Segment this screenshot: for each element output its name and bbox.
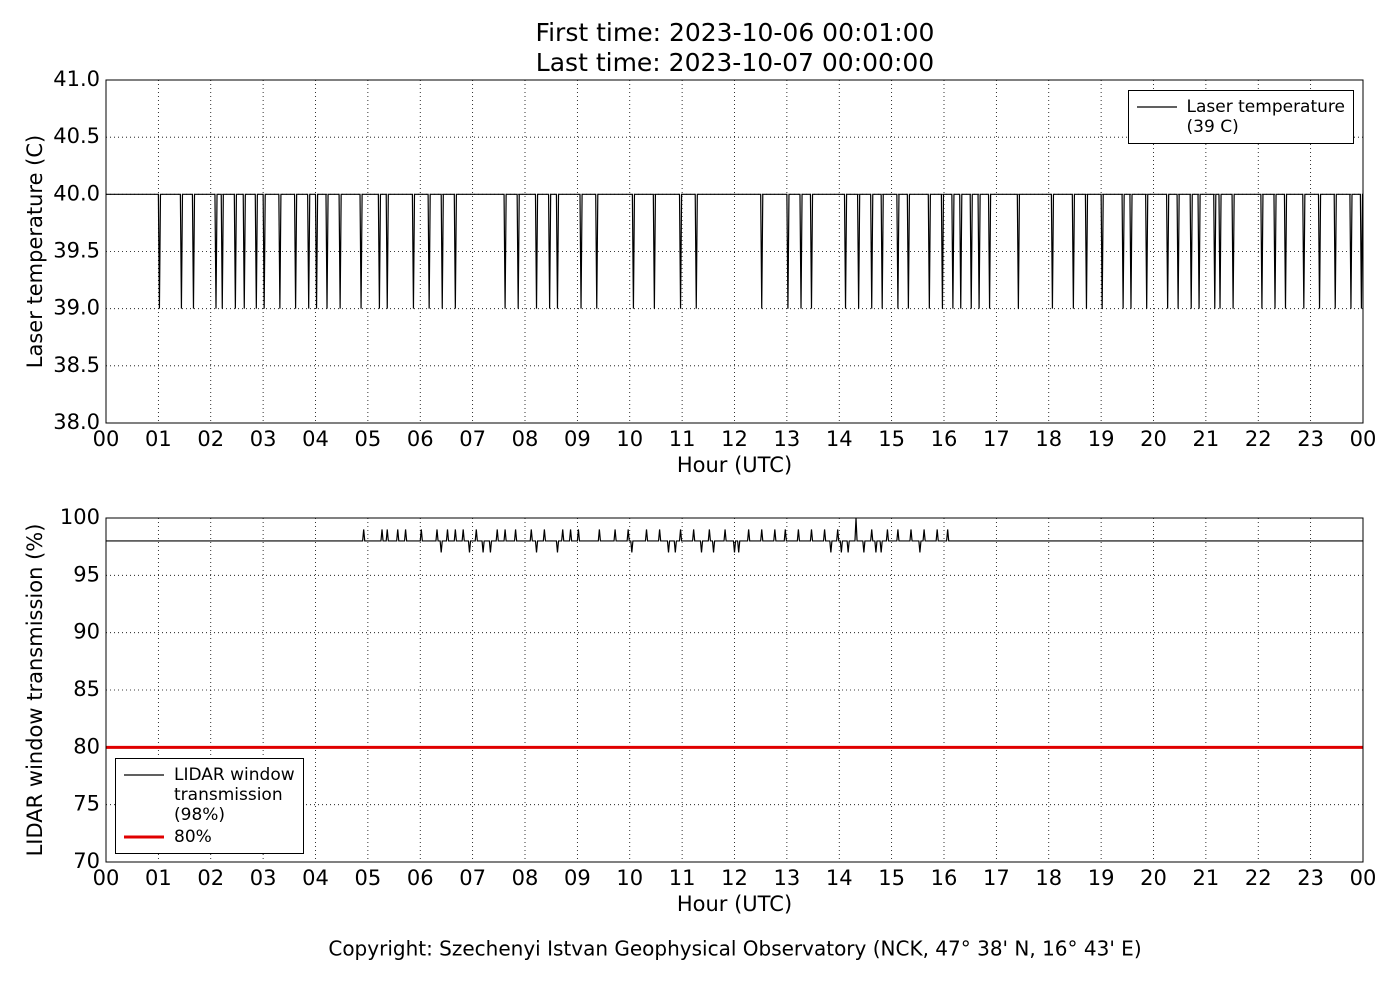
y-tick-label: 80 (73, 734, 100, 758)
x-tick-label: 17 (983, 427, 1010, 451)
legend-entry: LIDAR window transmission (98%) (124, 765, 295, 825)
x-tick-label: 17 (983, 866, 1010, 890)
x-tick-label: 15 (878, 427, 905, 451)
legend-swatch (124, 835, 164, 839)
y-tick-label: 100 (60, 505, 100, 529)
x-tick-label: 00 (93, 427, 120, 451)
y-tick-label: 40.0 (53, 181, 100, 205)
x-tick-label: 05 (355, 866, 382, 890)
legend-swatch (1136, 106, 1177, 108)
x-tick-label: 01 (145, 427, 172, 451)
y-tick-label: 40.5 (53, 124, 100, 148)
x-tick-label: 19 (1088, 427, 1115, 451)
series-line (106, 517, 1363, 553)
x-tick-label: 04 (302, 427, 329, 451)
footer: Copyright: Szechenyi Istvan Geophysical … (328, 937, 1141, 961)
x-tick-label: 05 (355, 427, 382, 451)
y-tick-label: 41.0 (53, 67, 100, 91)
x-tick-label: 13 (774, 427, 801, 451)
x-axis-label: Hour (UTC) (677, 892, 792, 916)
y-axis-label: LIDAR window transmission (%) (23, 524, 47, 857)
x-tick-label: 22 (1245, 866, 1272, 890)
y-axis-label: Laser temperature (C) (23, 135, 47, 368)
x-tick-label: 14 (826, 866, 853, 890)
legend-entry: Laser temperature (39 C) (1136, 97, 1345, 137)
x-tick-label: 00 (1350, 427, 1377, 451)
x-tick-label: 16 (931, 427, 958, 451)
y-tick-label: 75 (73, 792, 100, 816)
y-tick-label: 90 (73, 620, 100, 644)
y-tick-label: 38.5 (53, 353, 100, 377)
legend-label: 80% (174, 827, 212, 847)
plot-frame (105, 517, 1364, 863)
x-tick-label: 15 (878, 866, 905, 890)
x-tick-label: 14 (826, 427, 853, 451)
x-tick-label: 23 (1297, 866, 1324, 890)
legend-swatch (124, 774, 164, 776)
x-tick-label: 02 (197, 866, 224, 890)
title: First time: 2023-10-06 00:01:00 (536, 18, 935, 47)
plot-frame (105, 79, 1364, 424)
y-tick-label: 95 (73, 562, 100, 586)
x-tick-label: 03 (250, 866, 277, 890)
legend-entry: 80% (124, 827, 295, 847)
x-tick-label: 12 (721, 427, 748, 451)
x-tick-label: 21 (1193, 427, 1220, 451)
y-tick-label: 85 (73, 677, 100, 701)
x-tick-label: 07 (459, 866, 486, 890)
y-tick-label: 70 (73, 849, 100, 873)
x-tick-label: 11 (669, 427, 696, 451)
x-tick-label: 10 (616, 427, 643, 451)
x-tick-label: 19 (1088, 866, 1115, 890)
x-tick-label: 02 (197, 427, 224, 451)
series-line (106, 193, 1364, 309)
x-tick-label: 18 (1035, 866, 1062, 890)
x-tick-label: 08 (512, 427, 539, 451)
x-tick-label: 10 (616, 866, 643, 890)
legend-label: Laser temperature (39 C) (1186, 97, 1345, 137)
x-tick-label: 09 (564, 866, 591, 890)
x-tick-label: 11 (669, 866, 696, 890)
legend: Laser temperature (39 C) (1127, 90, 1354, 144)
x-tick-label: 20 (1140, 866, 1167, 890)
x-tick-label: 08 (512, 866, 539, 890)
x-tick-label: 01 (145, 866, 172, 890)
x-tick-label: 16 (931, 866, 958, 890)
y-tick-label: 39.0 (53, 296, 100, 320)
x-tick-label: 06 (407, 427, 434, 451)
x-tick-label: 20 (1140, 427, 1167, 451)
y-tick-label: 38.0 (53, 410, 100, 434)
legend: LIDAR window transmission (98%) 80% (115, 758, 304, 854)
x-tick-label: 00 (1350, 866, 1377, 890)
x-tick-label: 13 (774, 866, 801, 890)
x-tick-label: 03 (250, 427, 277, 451)
x-tick-label: 12 (721, 866, 748, 890)
title: Last time: 2023-10-07 00:00:00 (536, 48, 934, 77)
x-tick-label: 00 (93, 866, 120, 890)
x-tick-label: 07 (459, 427, 486, 451)
x-tick-label: 18 (1035, 427, 1062, 451)
x-axis-label: Hour (UTC) (677, 453, 792, 477)
x-tick-label: 21 (1193, 866, 1220, 890)
x-tick-label: 06 (407, 866, 434, 890)
y-tick-label: 39.5 (53, 239, 100, 263)
x-tick-label: 22 (1245, 427, 1272, 451)
legend-label: LIDAR window transmission (98%) (174, 765, 295, 825)
x-tick-label: 23 (1297, 427, 1324, 451)
x-tick-label: 09 (564, 427, 591, 451)
x-tick-label: 04 (302, 866, 329, 890)
